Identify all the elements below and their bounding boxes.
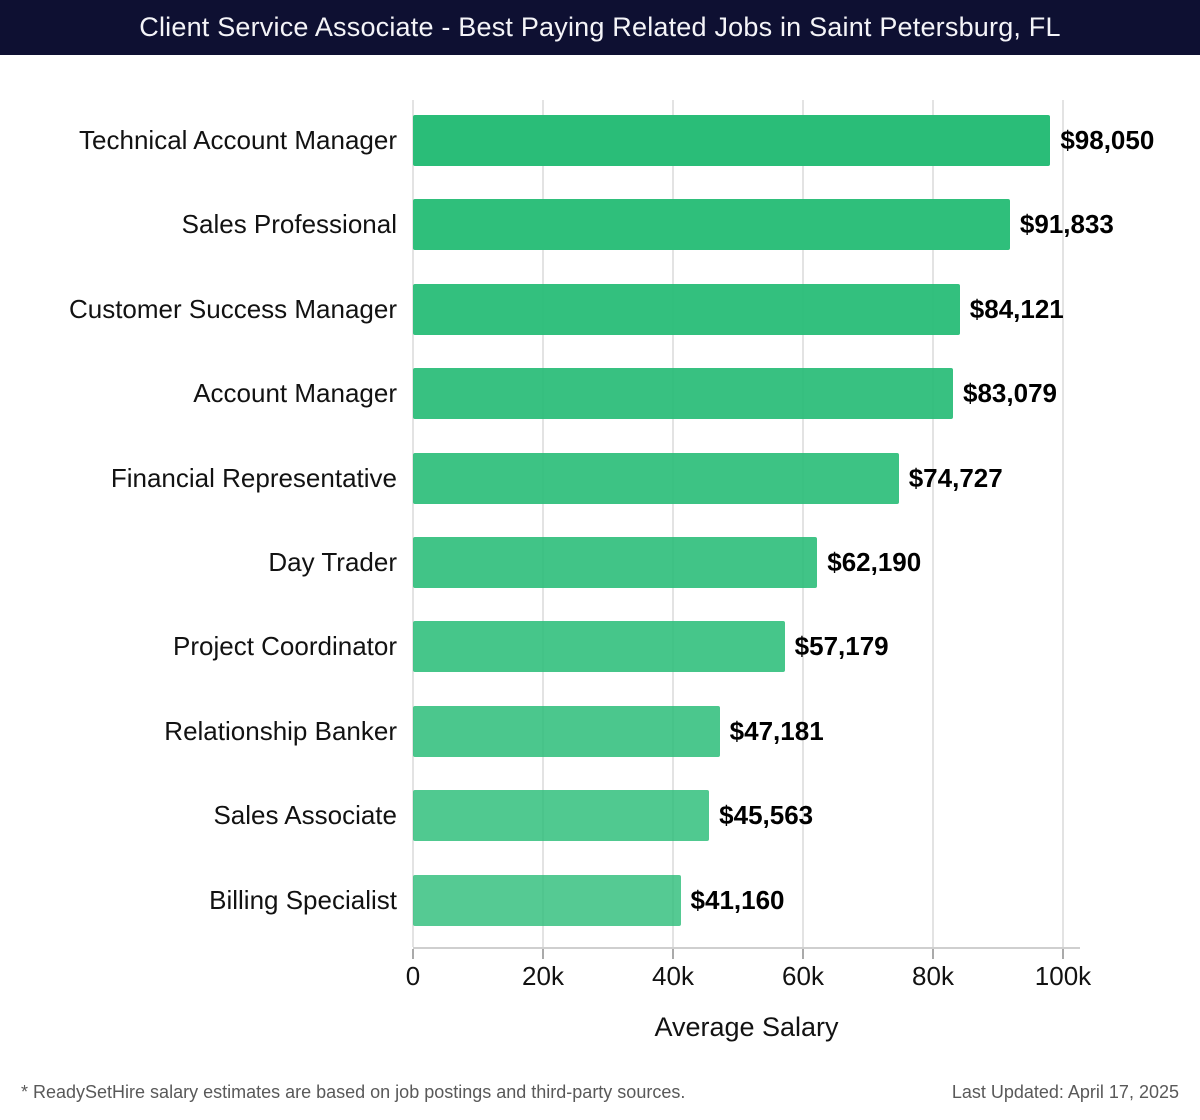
footer-note: * ReadySetHire salary estimates are base… (21, 1082, 686, 1102)
category-label: Financial Representative (110, 462, 397, 493)
bar-row: $91,833 (413, 199, 1114, 251)
bar-row: $47,181 (413, 705, 1080, 757)
bar-value-label: $84,121 (969, 293, 1064, 324)
gridline (542, 100, 544, 947)
category-label: Day Trader (268, 547, 397, 577)
gridline (412, 100, 414, 947)
bar-row: $41,160 (413, 874, 1080, 926)
bar-row: $84,121 (413, 283, 1080, 335)
x-tick-label: 80k (912, 961, 954, 991)
x-axis-label: Average Salary (654, 1012, 839, 1042)
bar (413, 199, 1010, 251)
x-tick-label: 100k (1034, 961, 1092, 991)
x-tick-mark (412, 949, 414, 959)
x-tick-mark (802, 949, 804, 959)
bar (413, 705, 720, 757)
bar-value-label: $47,181 (729, 715, 824, 746)
bar (413, 115, 1051, 166)
category-label: Relationship Banker (164, 715, 397, 746)
bar-row: $62,190 (413, 537, 1080, 588)
bar-row: $45,563 (413, 790, 1080, 842)
bar (413, 368, 953, 420)
category-label: Project Coordinator (173, 631, 397, 662)
bar-value-label: $74,727 (908, 462, 1003, 493)
bar (413, 874, 681, 926)
category-label: Sales Professional (181, 209, 397, 240)
category-labels: Technical Account Manager Sales Professio… (0, 100, 397, 947)
x-tick-label: 60k (782, 961, 824, 991)
bar-row: $98,050 (413, 115, 1154, 166)
footer-last-updated: Last Updated: April 17, 2025 (951, 1082, 1179, 1102)
chart-title: Client Service Associate - Best Paying R… (139, 12, 1061, 42)
plot-area: $98,050 $91,833 $84,121 $83,079 $74,727 $62,1… (412, 100, 1154, 949)
bar-value-label: $83,079 (963, 378, 1057, 409)
bar-row: $57,179 (413, 621, 1080, 673)
category-label: Technical Account Manager (79, 125, 397, 155)
bar-value-label: $57,179 (794, 631, 889, 662)
bar (413, 790, 710, 842)
category-label: Sales Associate (213, 800, 397, 831)
x-tick-mark (672, 949, 674, 959)
header-bar: Client Service Associate - Best Paying R… (0, 0, 1200, 55)
gridline (932, 100, 934, 947)
category-label: Billing Specialist (209, 884, 397, 915)
bar-value-label: $91,833 (1019, 209, 1114, 240)
bar-value-label: $41,160 (690, 884, 785, 915)
x-tick-label: 40k (652, 961, 694, 991)
bar (413, 452, 899, 504)
x-tick-mark (542, 949, 544, 959)
bar-row: $74,727 (413, 452, 1080, 504)
footer: * ReadySetHire salary estimates are base… (21, 1082, 1179, 1103)
bar (413, 621, 785, 673)
category-label: Customer Success Manager (68, 293, 397, 324)
gridline (802, 100, 804, 947)
gridline (1062, 100, 1064, 947)
x-tick-label: 0 (405, 961, 421, 991)
bar-value-label: $62,190 (827, 547, 922, 577)
bar (413, 283, 960, 335)
category-label: Account Manager (193, 378, 397, 409)
x-tick-label: 20k (522, 961, 564, 991)
bar (413, 537, 818, 588)
bar-row: $83,079 (413, 368, 1080, 420)
gridline (672, 100, 674, 947)
bar-value-label: $98,050 (1060, 125, 1155, 155)
x-tick-mark (932, 949, 934, 959)
x-tick-mark (1062, 949, 1064, 959)
bar-value-label: $45,563 (719, 800, 814, 831)
